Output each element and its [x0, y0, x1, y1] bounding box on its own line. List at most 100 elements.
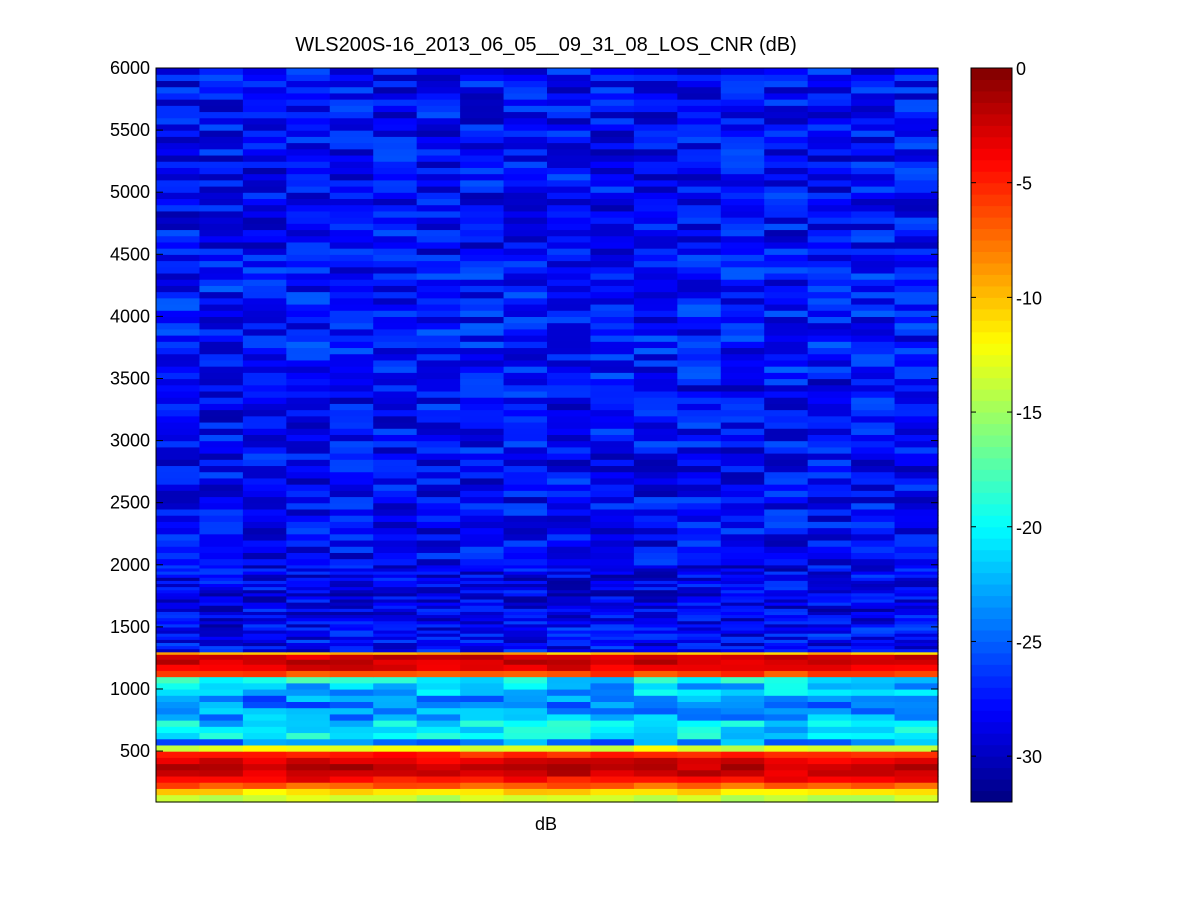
- heatmap-cell: [590, 111, 635, 119]
- heatmap-cell: [764, 241, 809, 249]
- heatmap-cell: [547, 310, 592, 317]
- heatmap-cell: [373, 223, 418, 231]
- heatmap-cell: [416, 241, 461, 249]
- heatmap-cell: [720, 154, 765, 162]
- heatmap-cell: [199, 757, 244, 765]
- heatmap-cell: [764, 757, 809, 765]
- heatmap-cell: [851, 266, 896, 274]
- heatmap-cell: [633, 80, 678, 88]
- heatmap-cell: [894, 235, 939, 243]
- heatmap-cell: [894, 508, 939, 516]
- heatmap-cell: [286, 695, 331, 702]
- heatmap-cell: [894, 453, 939, 460]
- heatmap-cell: [460, 636, 505, 640]
- heatmap-cell: [416, 595, 461, 600]
- heatmap-cell: [851, 611, 896, 616]
- heatmap-cell: [156, 659, 201, 665]
- heatmap-cell: [416, 633, 461, 637]
- heatmap-cell: [894, 688, 939, 696]
- heatmap-cell: [851, 620, 896, 625]
- heatmap-cell: [807, 297, 852, 305]
- heatmap-cell: [460, 154, 505, 162]
- heatmap-cell: [807, 285, 852, 293]
- heatmap-cell: [720, 651, 765, 655]
- heatmap-cell: [851, 574, 896, 578]
- heatmap-cell: [503, 533, 548, 541]
- heatmap-cell: [590, 92, 635, 100]
- heatmap-cell: [286, 390, 331, 398]
- heatmap-cell: [199, 732, 244, 740]
- heatmap-cell: [633, 583, 678, 588]
- heatmap-cell: [242, 608, 287, 612]
- heatmap-cell: [373, 651, 418, 655]
- heatmap-cell: [633, 688, 678, 696]
- heatmap-cell: [720, 707, 765, 715]
- heatmap-cell: [633, 642, 678, 647]
- heatmap-cell: [373, 533, 418, 541]
- heatmap-cell: [156, 341, 201, 349]
- heatmap-cell: [720, 173, 765, 181]
- heatmap-cell: [720, 74, 765, 82]
- heatmap-cell: [807, 564, 852, 569]
- heatmap-cell: [329, 769, 374, 777]
- heatmap-cell: [460, 80, 505, 88]
- heatmap-cell: [329, 68, 374, 75]
- colorbar-step: [971, 629, 1012, 642]
- heatmap-cell: [199, 605, 244, 609]
- heatmap-cell: [720, 645, 765, 650]
- heatmap-cell: [242, 142, 287, 150]
- heatmap-cell: [373, 564, 418, 569]
- heatmap-cell: [590, 502, 635, 510]
- heatmap-cell: [286, 378, 331, 386]
- heatmap-cell: [764, 633, 809, 637]
- heatmap-cell: [633, 68, 678, 75]
- heatmap-cell: [677, 154, 722, 162]
- heatmap-cell: [547, 620, 592, 625]
- heatmap-cell: [286, 316, 331, 324]
- heatmap-cell: [373, 185, 418, 193]
- colorbar-step: [971, 217, 1012, 230]
- heatmap-cell: [503, 598, 548, 603]
- heatmap-cell: [373, 788, 418, 796]
- heatmap-cell: [547, 254, 592, 262]
- heatmap-cell: [851, 605, 896, 609]
- heatmap-cell: [851, 80, 896, 88]
- heatmap-cell: [590, 453, 635, 460]
- heatmap-cell: [677, 639, 722, 643]
- heatmap-cell: [329, 366, 374, 373]
- heatmap-cell: [894, 372, 939, 380]
- heatmap-cell: [329, 546, 374, 553]
- heatmap-cell: [677, 496, 722, 504]
- heatmap-cell: [677, 763, 722, 771]
- heatmap-cell: [590, 291, 635, 299]
- heatmap-cell: [590, 297, 635, 305]
- heatmap-cell: [156, 453, 201, 460]
- heatmap-cell: [156, 136, 201, 144]
- heatmap-cell: [894, 757, 939, 765]
- heatmap-cell: [242, 335, 287, 342]
- heatmap-cell: [286, 80, 331, 88]
- heatmap-cell: [460, 229, 505, 237]
- heatmap-cell: [894, 142, 939, 150]
- heatmap-cell: [764, 589, 809, 594]
- heatmap-cell: [416, 605, 461, 609]
- heatmap-cell: [677, 192, 722, 200]
- heatmap-cell: [373, 670, 418, 678]
- heatmap-cell: [547, 353, 592, 361]
- heatmap-cell: [807, 154, 852, 162]
- heatmap-cell: [416, 136, 461, 144]
- heatmap-cell: [460, 651, 505, 655]
- heatmap-cell: [156, 713, 201, 721]
- heatmap-cell: [416, 99, 461, 106]
- heatmap-cell: [851, 359, 896, 367]
- heatmap-cell: [894, 266, 939, 274]
- heatmap-cell: [286, 341, 331, 349]
- heatmap-cell: [807, 465, 852, 473]
- heatmap-cell: [807, 676, 852, 684]
- heatmap-cell: [851, 328, 896, 336]
- heatmap-cell: [503, 574, 548, 578]
- heatmap-cell: [242, 794, 287, 803]
- heatmap-cell: [633, 136, 678, 144]
- heatmap-cell: [199, 707, 244, 715]
- heatmap-cell: [807, 508, 852, 516]
